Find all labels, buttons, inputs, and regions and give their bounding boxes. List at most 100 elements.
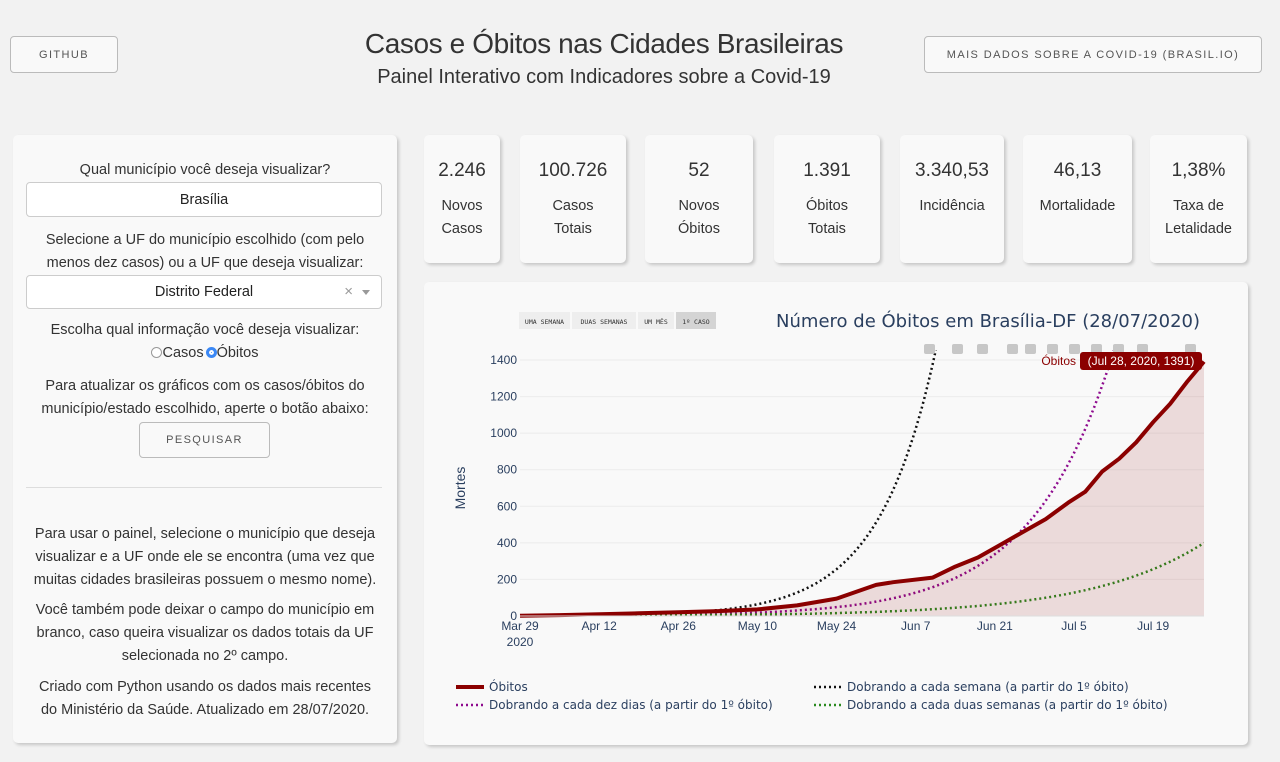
y-axis-label: Mortes: [452, 467, 468, 510]
kpi-mortality: 46,13 Mortalidade: [1023, 135, 1132, 263]
chevron-down-icon[interactable]: [362, 290, 370, 295]
y-tick-label: 600: [497, 499, 517, 513]
kpi-value: 46,13: [1053, 160, 1102, 181]
range-button-label[interactable]: UMA SEMANA: [525, 318, 564, 326]
info-question: Escolha qual informação você deseja visu…: [50, 322, 360, 338]
x-tick-label: May 24: [817, 619, 857, 633]
kpi-label: Casos Totais: [552, 198, 594, 237]
page-title: Casos e Óbitos nas Cidades Brasileiras: [364, 28, 844, 59]
range-button-label[interactable]: DUAS SEMANAS: [581, 318, 628, 326]
x-tick-label: Jul 19: [1137, 619, 1169, 633]
more-data-button[interactable]: MAIS DADOS SOBRE A COVID-19 (BRASIL.IO): [924, 36, 1262, 73]
hover-label-text: (Jul 28, 2020, 1391): [1088, 354, 1195, 368]
x-tick-label: Jul 5: [1061, 619, 1087, 633]
kpi-label: Mortalidade: [1039, 198, 1116, 214]
y-tick-label: 1200: [490, 390, 517, 404]
range-button[interactable]: [676, 312, 716, 329]
camera-icon[interactable]: [924, 344, 935, 354]
help-line-5: branco, caso queira visualizar os dados …: [36, 625, 374, 641]
clear-icon[interactable]: ×: [344, 283, 353, 300]
kpi-new-cases: 2.246 Novos Casos: [424, 135, 500, 263]
legend-item-label[interactable]: Dobrando a cada semana (a partir do 1º ó…: [847, 680, 1129, 694]
kpi-total-cases: 100.726 Casos Totais: [520, 135, 626, 263]
legend-item-label[interactable]: Óbitos: [489, 679, 528, 694]
y-tick-label: 400: [497, 536, 517, 550]
zoom-icon[interactable]: [952, 344, 963, 354]
kpi-label: Novos Casos: [441, 198, 483, 237]
zoom-in-icon[interactable]: [1007, 344, 1018, 354]
zoom-out-icon[interactable]: [1025, 344, 1036, 354]
uf-question-line-2: menos dez casos) ou a UF que deseja visu…: [46, 255, 364, 271]
city-input[interactable]: Brasília: [26, 182, 382, 217]
x-tick-label: Jun 7: [901, 619, 931, 633]
x-tick-label: Mar 29: [501, 619, 539, 633]
kpi-label: Taxa de Letalidade: [1165, 198, 1232, 237]
hover-series-label: Óbitos: [1041, 353, 1076, 368]
pan-icon[interactable]: [977, 344, 988, 354]
x-tick-label: Jun 21: [977, 619, 1013, 633]
deaths-area: [520, 361, 1204, 616]
x-tick-year: 2020: [507, 635, 534, 649]
y-tick-label: 800: [497, 463, 517, 477]
uf-select[interactable]: Distrito Federal ×: [26, 275, 382, 309]
chart-title: Número de Óbitos em Brasília-DF (28/07/2…: [776, 310, 1200, 332]
radio-cases[interactable]: [151, 347, 163, 358]
chart-card: 0 200 400 600 800 1000 1200 1400 Mar 29 Apr 12 Apr…: [424, 282, 1248, 745]
deaths-chart[interactable]: 0 200 400 600 800 1000 1200 1400 Mar 29 Apr 12 Apr…: [424, 282, 1248, 745]
city-question: Qual município você deseja visualizar?: [79, 162, 331, 178]
range-button-label[interactable]: UM MÊS: [644, 317, 668, 326]
help-line-4: Você também pode deixar o campo do munic…: [35, 602, 375, 618]
series-line-7: [520, 350, 938, 616]
radio-deaths[interactable]: [205, 347, 217, 358]
update-text-line-1: Para atualizar os gráficos com os casos/…: [45, 378, 365, 394]
range-button[interactable]: [572, 312, 636, 329]
kpi-value: 1,38%: [1171, 160, 1226, 181]
help-line-3: muitas cidades brasileiras possuem o mes…: [33, 572, 377, 588]
spike-lines-icon[interactable]: [1091, 344, 1102, 354]
github-button[interactable]: GITHUB: [10, 36, 118, 73]
range-button[interactable]: [519, 312, 570, 329]
hover-closest-icon[interactable]: [1113, 344, 1124, 354]
credits-line-2: do Ministério da Saúde. Atualizado em 28…: [40, 702, 370, 718]
kpi-label: Óbitos Totais: [806, 198, 848, 237]
kpi-label: Incidência: [919, 198, 985, 214]
y-tick-label: 0: [510, 609, 517, 623]
kpi-value: 52: [688, 160, 710, 181]
kpi-lethality: 1,38% Taxa de Letalidade: [1150, 135, 1247, 263]
plotly-logo-icon[interactable]: [1185, 344, 1196, 354]
help-line-1: Para usar o painel, selecione o municípi…: [34, 526, 376, 542]
range-button[interactable]: [638, 312, 674, 329]
help-line-2: visualizar e a UF onde ele se encontra (…: [35, 549, 375, 565]
x-tick-label: May 10: [738, 619, 778, 633]
series-line-14: [520, 541, 1204, 616]
x-tick-label: Apr 12: [581, 619, 617, 633]
info-radio-group: Casos Óbitos: [13, 342, 397, 365]
search-button[interactable]: PESQUISAR: [139, 422, 270, 458]
uf-select-value: Distrito Federal: [154, 284, 254, 300]
range-button-label[interactable]: 1º CASO: [682, 318, 709, 326]
reset-axes-icon[interactable]: [1069, 344, 1080, 354]
divider: [26, 487, 382, 488]
page-subtitle: Painel Interativo com Indicadores sobre …: [377, 66, 831, 88]
legend-item-label[interactable]: Dobrando a cada dez dias (a partir do 1º…: [489, 698, 773, 712]
kpi-value: 3.340,53: [915, 160, 989, 181]
kpi-value: 1.391: [803, 160, 851, 181]
kpi-value: 100.726: [538, 160, 608, 181]
legend-item-label[interactable]: Dobrando a cada duas semanas (a partir d…: [847, 698, 1168, 712]
uf-question-line-1: Selecione a UF do município escolhido (c…: [45, 232, 365, 248]
kpi-new-deaths: 52 Novos Óbitos: [645, 135, 753, 263]
autoscale-icon[interactable]: [1047, 344, 1058, 354]
kpi-value: 2.246: [438, 160, 486, 181]
y-tick-label: 1400: [490, 353, 517, 367]
update-text-line-2: município/estado escolhido, aperte o bot…: [41, 401, 369, 417]
kpi-label: Novos Óbitos: [678, 198, 720, 237]
radio-cases-label[interactable]: Casos: [162, 345, 204, 361]
kpi-incidence: 3.340,53 Incidência: [900, 135, 1004, 263]
help-line-6: selecionada no 2º campo.: [121, 648, 289, 664]
kpi-total-deaths: 1.391 Óbitos Totais: [774, 135, 880, 263]
deaths-line[interactable]: [519, 360, 1206, 618]
y-tick-label: 1000: [490, 426, 517, 440]
y-tick-label: 200: [497, 572, 517, 586]
radio-deaths-label[interactable]: Óbitos: [216, 345, 259, 361]
hover-compare-icon[interactable]: [1137, 344, 1148, 354]
